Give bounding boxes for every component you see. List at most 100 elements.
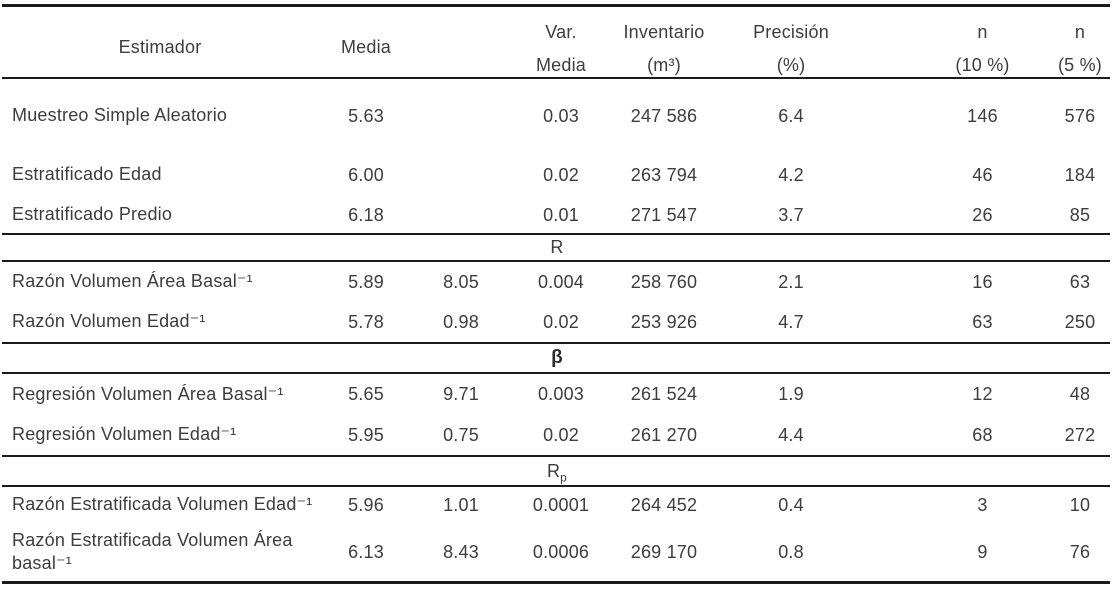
media-value: 5.96 (348, 494, 384, 515)
estimators-table: Estimador Media Var. Media Inventario (m… (2, 4, 1110, 584)
var-media-value: 0.0006 (532, 541, 590, 562)
header-n-10-line1: n (977, 22, 988, 42)
precision-value: 0.4 (778, 494, 804, 515)
header-estimador: Estimador (118, 37, 202, 57)
estimator-label: Razón Estratificada Volumen Edad⁻¹ (12, 494, 313, 515)
n10-value: 12 (972, 384, 993, 404)
header-n-5-line2: (5 %) (1057, 55, 1102, 75)
inventario-value: 261 270 (630, 424, 698, 445)
n5-value: 85 (1069, 204, 1091, 225)
inventario-value: 263 794 (630, 164, 698, 185)
inventario-value: 264 452 (630, 494, 698, 515)
estimator-label: Estratificado Predio (12, 204, 173, 225)
n10-value: 63 (972, 311, 993, 332)
table-row: Estratificado Predio 6.18 0.01 271 547 3.7 26… (2, 197, 1110, 233)
header-var-media: Var. Media (508, 7, 614, 82)
var-media-value: 0.003 (537, 384, 585, 404)
n5-value: 10 (1069, 494, 1091, 515)
n10-value: 16 (972, 271, 993, 292)
section-band-label: R (550, 237, 564, 257)
estimator-label: Regresión Volumen Edad⁻¹ (12, 424, 237, 445)
n5-value: 250 (1064, 311, 1096, 332)
header-inventario-line2: (m³) (647, 55, 681, 75)
n5-value: 184 (1064, 164, 1096, 185)
precision-value: 4.2 (778, 164, 804, 185)
table-body: Muestreo Simple Aleatorio 5.63 0.03 247 586… (2, 79, 1110, 581)
n10-value: 26 (972, 204, 993, 225)
var-media-value: 0.02 (543, 164, 579, 185)
inventario-value: 247 586 (630, 105, 698, 126)
media-value: 5.65 (348, 384, 384, 404)
header-n-5-line1: n (1074, 22, 1086, 42)
n5-value: 48 (1069, 384, 1091, 404)
n10-value: 68 (972, 424, 993, 445)
var-media-value: 0.02 (543, 311, 579, 332)
table-row: Muestreo Simple Aleatorio 5.63 0.03 247 586… (2, 79, 1110, 153)
ratio-value: 0.98 (443, 311, 479, 332)
var-media-value: 0.03 (543, 105, 579, 126)
n5-value: 76 (1069, 541, 1091, 562)
media-value: 6.13 (348, 541, 384, 562)
media-value: 5.89 (348, 271, 384, 292)
table-row: Regresión Volumen Área Basal⁻¹ 5.65 9.71 0.… (2, 374, 1110, 415)
header-precision: Precisión (%) (714, 7, 868, 82)
header-n-5: n (5 %) (1050, 7, 1110, 82)
header-ratio-empty (414, 7, 508, 82)
precision-value: 4.4 (778, 424, 804, 445)
n5-value: 576 (1064, 105, 1096, 126)
n10-value: 46 (972, 164, 993, 185)
header-media: Media (340, 37, 392, 57)
section-band-sublabel: p (560, 470, 568, 485)
header-var-media-line1: Var. (545, 22, 577, 42)
table-row: Razón Estratificada Volumen Área basal⁻¹ 6… (2, 523, 1110, 581)
n5-value: 272 (1064, 424, 1096, 445)
n5-value: 63 (1069, 271, 1091, 292)
estimator-label: Estratificado Edad (12, 164, 162, 185)
table-row: Estratificado Edad 6.00 0.02 263 794 4.2 46 18… (2, 153, 1110, 197)
section-band: Rp (2, 455, 1110, 487)
table-row: Razón Volumen Área Basal⁻¹ 5.89 8.05 0.004 2… (2, 262, 1110, 302)
n10-value: 3 (977, 494, 988, 515)
table-row: Razón Estratificada Volumen Edad⁻¹ 5.96 1.… (2, 487, 1110, 523)
ratio-value: 0.75 (443, 424, 479, 445)
ratio-value: 8.43 (443, 541, 479, 562)
var-media-value: 0.01 (543, 204, 579, 225)
var-media-value: 0.0001 (532, 494, 590, 515)
table-row: Razón Volumen Edad⁻¹ 5.78 0.98 0.02 253 926 4… (2, 302, 1110, 342)
precision-value: 0.8 (778, 541, 804, 562)
precision-value: 1.9 (778, 384, 804, 404)
table-header-row: Estimador Media Var. Media Inventario (m… (2, 7, 1110, 79)
n10-value: 146 (967, 105, 998, 126)
header-inventario-line1: Inventario (623, 22, 705, 42)
header-var-media-line2: Media (535, 55, 587, 75)
estimator-label: Regresión Volumen Área Basal⁻¹ (12, 383, 284, 404)
var-media-value: 0.004 (537, 271, 585, 292)
ratio-value: 8.05 (443, 271, 479, 292)
estimator-label: Razón Estratificada Volumen Área basal⁻¹ (2, 529, 318, 575)
header-n-10: n (10 %) (915, 7, 1050, 82)
header-inventario: Inventario (m³) (614, 7, 714, 82)
ratio-value: 1.01 (443, 494, 479, 515)
precision-value: 2.1 (778, 271, 804, 292)
precision-value: 6.4 (778, 105, 804, 126)
header-precision-line2: (%) (776, 55, 806, 75)
inventario-value: 269 170 (630, 541, 698, 562)
precision-value: 3.7 (778, 204, 804, 225)
estimator-label: Razón Volumen Área Basal⁻¹ (12, 271, 253, 292)
media-value: 5.95 (348, 424, 384, 445)
n10-value: 9 (977, 541, 988, 562)
ratio-value: 9.71 (443, 384, 479, 404)
section-band: β (2, 342, 1110, 374)
section-band-label: β (551, 347, 563, 368)
media-value: 5.63 (348, 105, 384, 126)
media-value: 5.78 (348, 311, 384, 332)
media-value: 6.00 (348, 164, 384, 185)
section-band: R (2, 233, 1110, 262)
header-precision-line1: Precisión (753, 22, 829, 42)
section-band-label: Rp (546, 460, 568, 485)
estimator-label: Razón Volumen Edad⁻¹ (12, 311, 206, 332)
inventario-value: 271 547 (630, 204, 698, 225)
var-media-value: 0.02 (543, 424, 579, 445)
precision-value: 4.7 (778, 311, 804, 332)
estimator-label-line2: basal⁻¹ (12, 553, 72, 573)
